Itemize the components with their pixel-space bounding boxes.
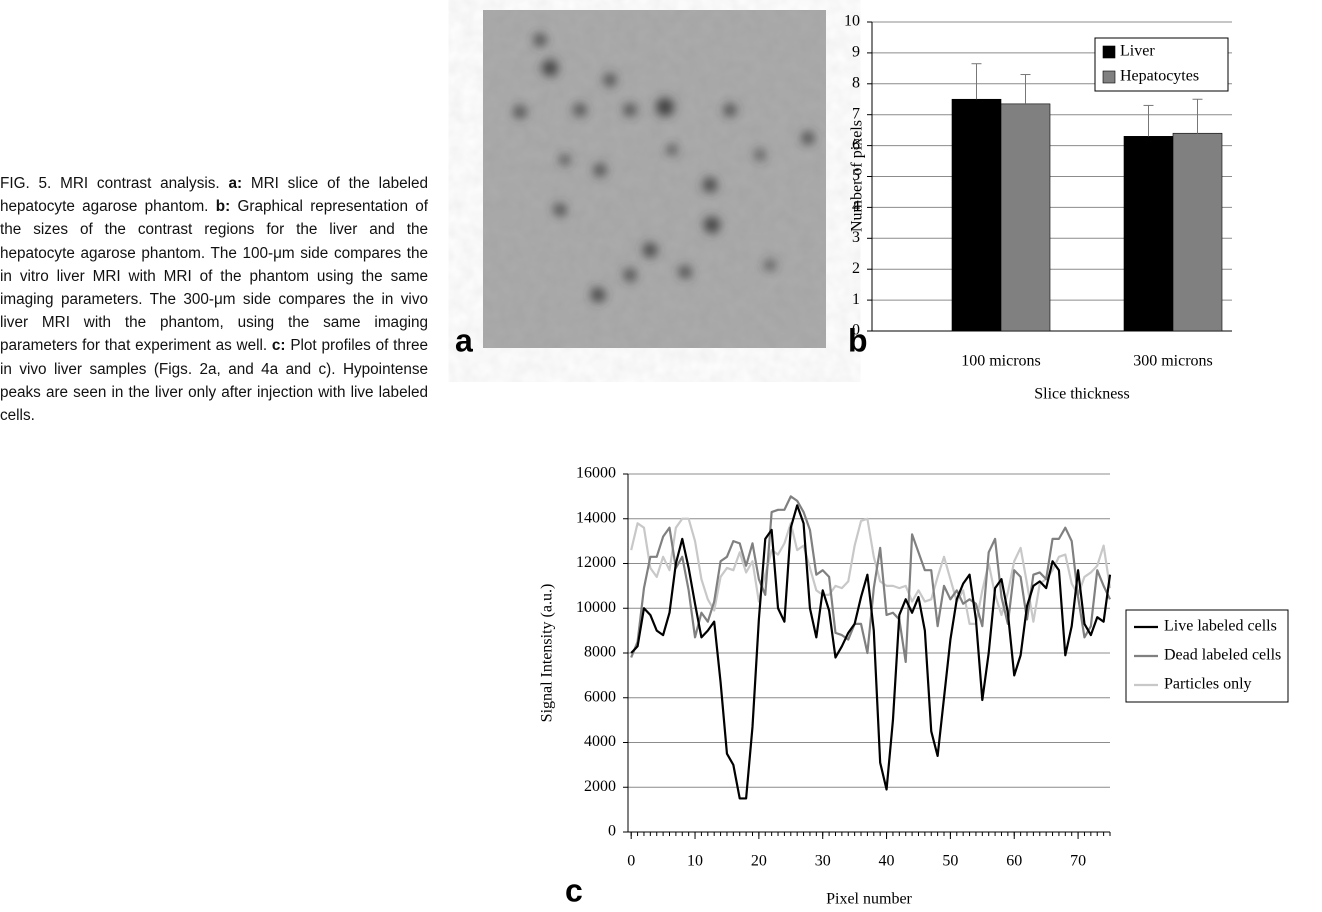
- legend: Liver Hepatocytes: [1094, 37, 1229, 92]
- legend: Live labeled cells Dead labeled cells Part…: [1125, 609, 1289, 703]
- caption-label: c:: [271, 337, 286, 355]
- x-tick-label: 70: [1070, 853, 1086, 870]
- bar: [1172, 132, 1223, 332]
- y-axis-label: Number of pixels: [849, 120, 866, 232]
- x-tick-label: 50: [942, 853, 958, 870]
- y-tick-label: 4: [852, 198, 860, 215]
- x-tick-label: 20: [751, 853, 767, 870]
- legend-label: Hepatocytes: [1120, 68, 1199, 85]
- y-tick-label: 5: [852, 167, 860, 184]
- x-tick-label: 60: [1006, 853, 1022, 870]
- y-tick-label: 6: [852, 136, 860, 153]
- caption-label: b:: [215, 198, 231, 216]
- y-tick-label: 16000: [576, 465, 616, 482]
- legend-label: Dead labeled cells: [1164, 647, 1281, 664]
- panel-label: c: [565, 872, 583, 908]
- bar: [951, 98, 1002, 332]
- legend-label: Live labeled cells: [1164, 618, 1277, 635]
- x-tick-label: 30: [815, 853, 831, 870]
- bar: [1123, 136, 1174, 332]
- y-axis-label: Signal Intensity (a.u.): [539, 584, 556, 723]
- panel-label: a: [455, 322, 473, 358]
- error-bar: [971, 63, 982, 100]
- caption-title: FIG. 5. MRI contrast analysis.: [0, 175, 220, 192]
- legend-label: Particles only: [1164, 676, 1252, 693]
- y-tick-label: 0: [608, 823, 616, 840]
- line-series: [630, 504, 1112, 800]
- bar: [1000, 103, 1051, 332]
- y-tick-label: 8000: [584, 644, 616, 661]
- y-tick-label: 9: [852, 44, 860, 61]
- error-bar: [1143, 104, 1154, 137]
- y-tick-label: 7: [852, 105, 860, 122]
- panel-label: b: [848, 322, 868, 358]
- error-bar: [1192, 98, 1203, 134]
- legend-label: Liver: [1120, 43, 1155, 60]
- x-axis-label: Slice thickness: [1034, 386, 1130, 403]
- y-tick-label: 2: [852, 260, 860, 277]
- y-tick-label: 3: [852, 229, 860, 246]
- legend-swatch: [1102, 70, 1116, 84]
- caption: FIG. 5. MRI contrast analysis. a: MRI sl…: [0, 172, 428, 427]
- caption-text: MRI slice of the labeled hepatocyte agar…: [0, 175, 429, 216]
- x-tick-label: 100 microns: [961, 353, 1041, 370]
- caption-label: a:: [228, 175, 243, 192]
- y-tick-label: 10000: [576, 599, 616, 616]
- legend-swatch: [1102, 45, 1116, 59]
- y-tick-label: 4000: [584, 733, 616, 750]
- y-tick-label: 8: [852, 74, 860, 91]
- x-axis-label: Pixel number: [826, 891, 912, 908]
- x-tick-label: 300 microns: [1133, 353, 1213, 370]
- y-tick-label: 6000: [584, 688, 616, 705]
- mri-image: [483, 10, 826, 348]
- y-tick-label: 0: [852, 322, 860, 339]
- error-bar: [1020, 74, 1031, 104]
- y-tick-label: 10: [844, 13, 860, 30]
- caption-text: Graphical representation of the sizes of…: [0, 198, 429, 355]
- y-tick-label: 12000: [576, 554, 616, 571]
- legend-box: [1094, 37, 1229, 92]
- x-tick-label: 40: [879, 853, 895, 870]
- x-tick-label: 10: [687, 853, 703, 870]
- caption-text: Plot profiles of three in vivo liver sam…: [0, 337, 428, 425]
- y-tick-label: 2000: [584, 778, 616, 795]
- x-tick-label: 0: [627, 853, 635, 870]
- y-tick-label: 14000: [576, 509, 616, 526]
- y-tick-label: 1: [852, 291, 860, 308]
